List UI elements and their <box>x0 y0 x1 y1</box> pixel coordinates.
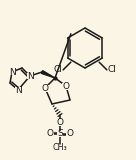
Bar <box>46 131 54 137</box>
Text: CH₃: CH₃ <box>53 144 67 152</box>
Text: O: O <box>67 129 73 139</box>
Bar <box>57 131 63 137</box>
Bar <box>15 87 21 93</box>
Bar <box>66 131 74 137</box>
Bar <box>27 73 33 79</box>
Text: O: O <box>56 117 64 127</box>
Text: S: S <box>57 129 63 139</box>
Text: O: O <box>47 129 53 139</box>
Bar <box>41 84 49 92</box>
Text: N: N <box>27 72 33 80</box>
Text: Cl: Cl <box>108 65 117 74</box>
Bar <box>8 69 16 75</box>
Text: O: O <box>41 84 49 92</box>
Text: N: N <box>9 68 15 76</box>
Text: Cl: Cl <box>53 65 62 74</box>
Text: O: O <box>63 81 69 91</box>
Bar <box>56 119 64 125</box>
Text: N: N <box>15 85 21 95</box>
Bar <box>62 83 70 89</box>
Polygon shape <box>41 71 55 78</box>
